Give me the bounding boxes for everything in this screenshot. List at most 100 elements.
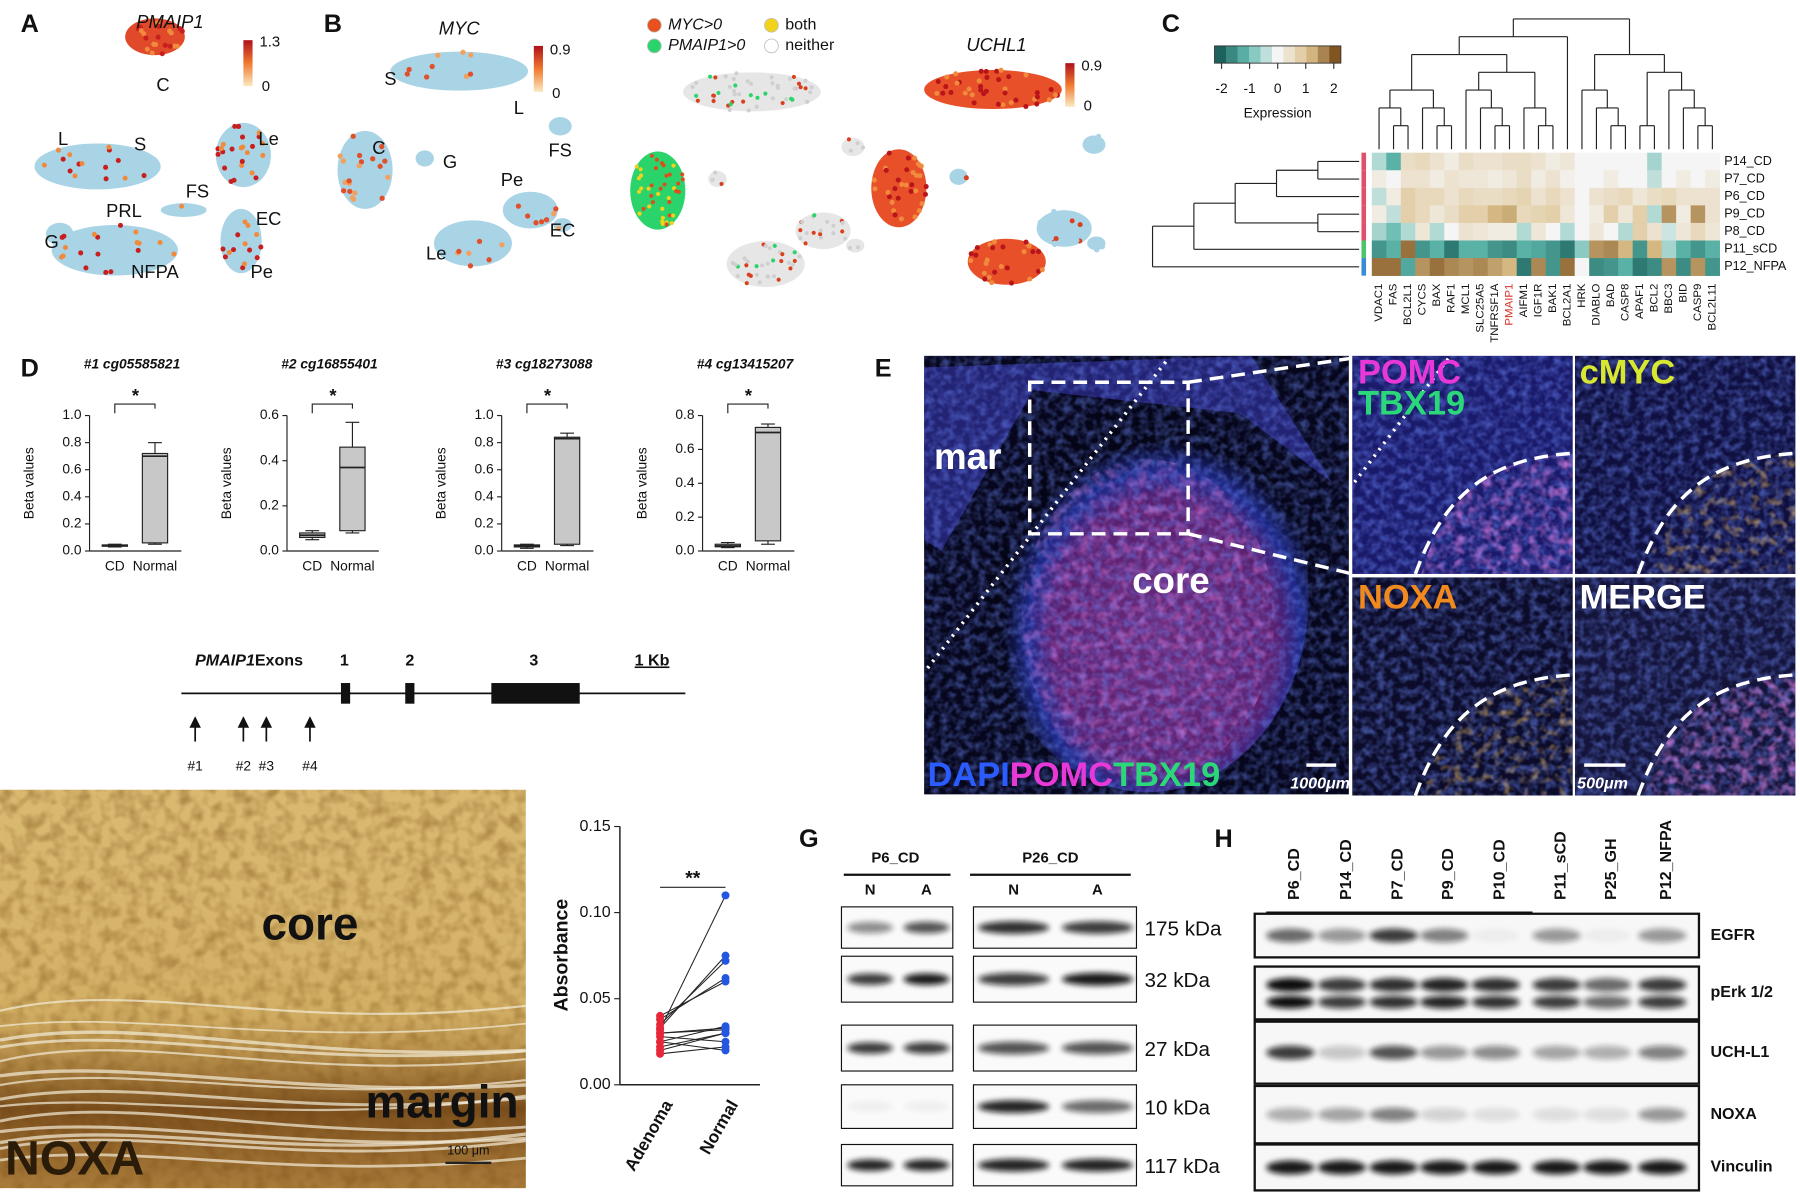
cluster-label: L [514, 97, 524, 118]
blot-band [1583, 928, 1632, 943]
chart-title: #2 cg16855401 [281, 357, 377, 372]
gene-label: Exons [255, 651, 303, 669]
gene-title: PMAIP1 [136, 11, 203, 32]
heatmap-cell [1531, 258, 1547, 276]
legend-label: neither [785, 36, 835, 54]
umap-dot [133, 229, 139, 235]
heatmap-cell [1458, 240, 1474, 259]
sample-label: P11_sCD [1551, 831, 1569, 900]
umap-dot [1023, 103, 1029, 110]
umap-dot [779, 259, 784, 264]
cluster-label: Le [426, 243, 446, 264]
umap-dot [238, 145, 244, 151]
heatmap-cell [1574, 187, 1590, 206]
heatmap-cell [1705, 240, 1720, 259]
row-group-bar [1361, 170, 1367, 188]
umap-dot [759, 263, 765, 268]
umap-dot [149, 50, 155, 56]
heatmap-cell [1661, 152, 1677, 171]
heatmap-cell [1502, 240, 1518, 259]
heatmap-cell [1690, 170, 1706, 189]
colorbar-step [1260, 45, 1273, 64]
blot-band [1369, 1160, 1418, 1175]
umap-dot [995, 101, 1001, 107]
umap-dot [831, 223, 836, 228]
umap-dot [647, 204, 652, 209]
umap-dot [769, 75, 774, 80]
size-label: 175 kDa [1145, 917, 1222, 940]
y-tick-label: 1.0 [474, 407, 493, 422]
significance-bracket [526, 403, 568, 414]
umap-dot [680, 172, 685, 177]
blot-band [1420, 1045, 1469, 1060]
heatmap-cell [1487, 258, 1503, 276]
umap-dot [1009, 280, 1015, 286]
umap-dot [62, 244, 68, 251]
blot-band [1471, 1045, 1520, 1060]
umap-dot [122, 175, 128, 181]
y-tick-label: 0.6 [474, 461, 493, 476]
umap-dot [765, 261, 770, 266]
umap-dot [177, 26, 183, 32]
umap-dot [106, 144, 112, 150]
heatmap-cell [1589, 205, 1605, 224]
y-tick-label: 0.6 [260, 407, 279, 422]
umap-dot [846, 137, 851, 142]
umap-dot [680, 177, 685, 182]
umap-dot [144, 46, 150, 52]
texture [1643, 453, 1796, 574]
heatmap-cell [1371, 240, 1387, 259]
texture [1021, 459, 1275, 781]
column-label: CASP9 [1692, 284, 1704, 322]
umap-dot [476, 238, 483, 245]
umap-dot [748, 93, 753, 98]
x-tick-label: Normal [545, 559, 589, 574]
umap-dot [803, 78, 808, 83]
blot-band [1266, 928, 1315, 943]
panel-letter: A [21, 10, 39, 38]
umap-cluster [160, 203, 207, 217]
umap-dot [809, 85, 814, 90]
blot-band [1532, 1045, 1581, 1060]
heatmap-cell [1415, 205, 1431, 224]
umap-dot [935, 78, 941, 85]
umap-dot [948, 89, 954, 96]
size-label: 32 kDa [1145, 969, 1211, 992]
scale-bar [1306, 763, 1337, 767]
umap-dot [895, 195, 901, 201]
umap-dot [636, 176, 641, 181]
umap-dot [220, 141, 226, 147]
umap-dot [695, 98, 700, 103]
heatmap-cell [1386, 258, 1402, 276]
umap-dot [499, 242, 505, 248]
pair-line [659, 1032, 726, 1051]
umap-dot [1027, 276, 1033, 282]
umap-dot [694, 80, 699, 86]
colorbar-step [1237, 45, 1250, 64]
umap-dot [239, 158, 245, 164]
umap-cluster [433, 220, 512, 267]
row-label: P12_NFPA [1724, 259, 1787, 273]
legend-label: both [785, 16, 816, 34]
y-tick-label: 0.10 [579, 903, 610, 921]
exon-number: 2 [405, 651, 414, 669]
umap-dot [167, 43, 173, 49]
data-point [721, 977, 730, 986]
heatmap-cell [1647, 258, 1662, 276]
blot-band [1317, 928, 1367, 943]
heatmap-cell [1531, 170, 1547, 189]
umap-dot [103, 176, 109, 182]
significance: * [745, 385, 753, 406]
cluster-label: Pe [251, 261, 273, 282]
blot-band [903, 921, 950, 934]
umap-dot [468, 52, 474, 58]
y-tick-label: 0.2 [260, 497, 279, 512]
protein-label: EGFR [1710, 926, 1755, 944]
column-label: DIABLO [1590, 283, 1602, 325]
y-axis-label: Beta values [635, 447, 650, 519]
blot-band [1471, 995, 1520, 1009]
umap-dot [370, 156, 376, 162]
y-tick-label: 0.4 [260, 452, 279, 467]
heatmap-cell [1676, 240, 1691, 259]
